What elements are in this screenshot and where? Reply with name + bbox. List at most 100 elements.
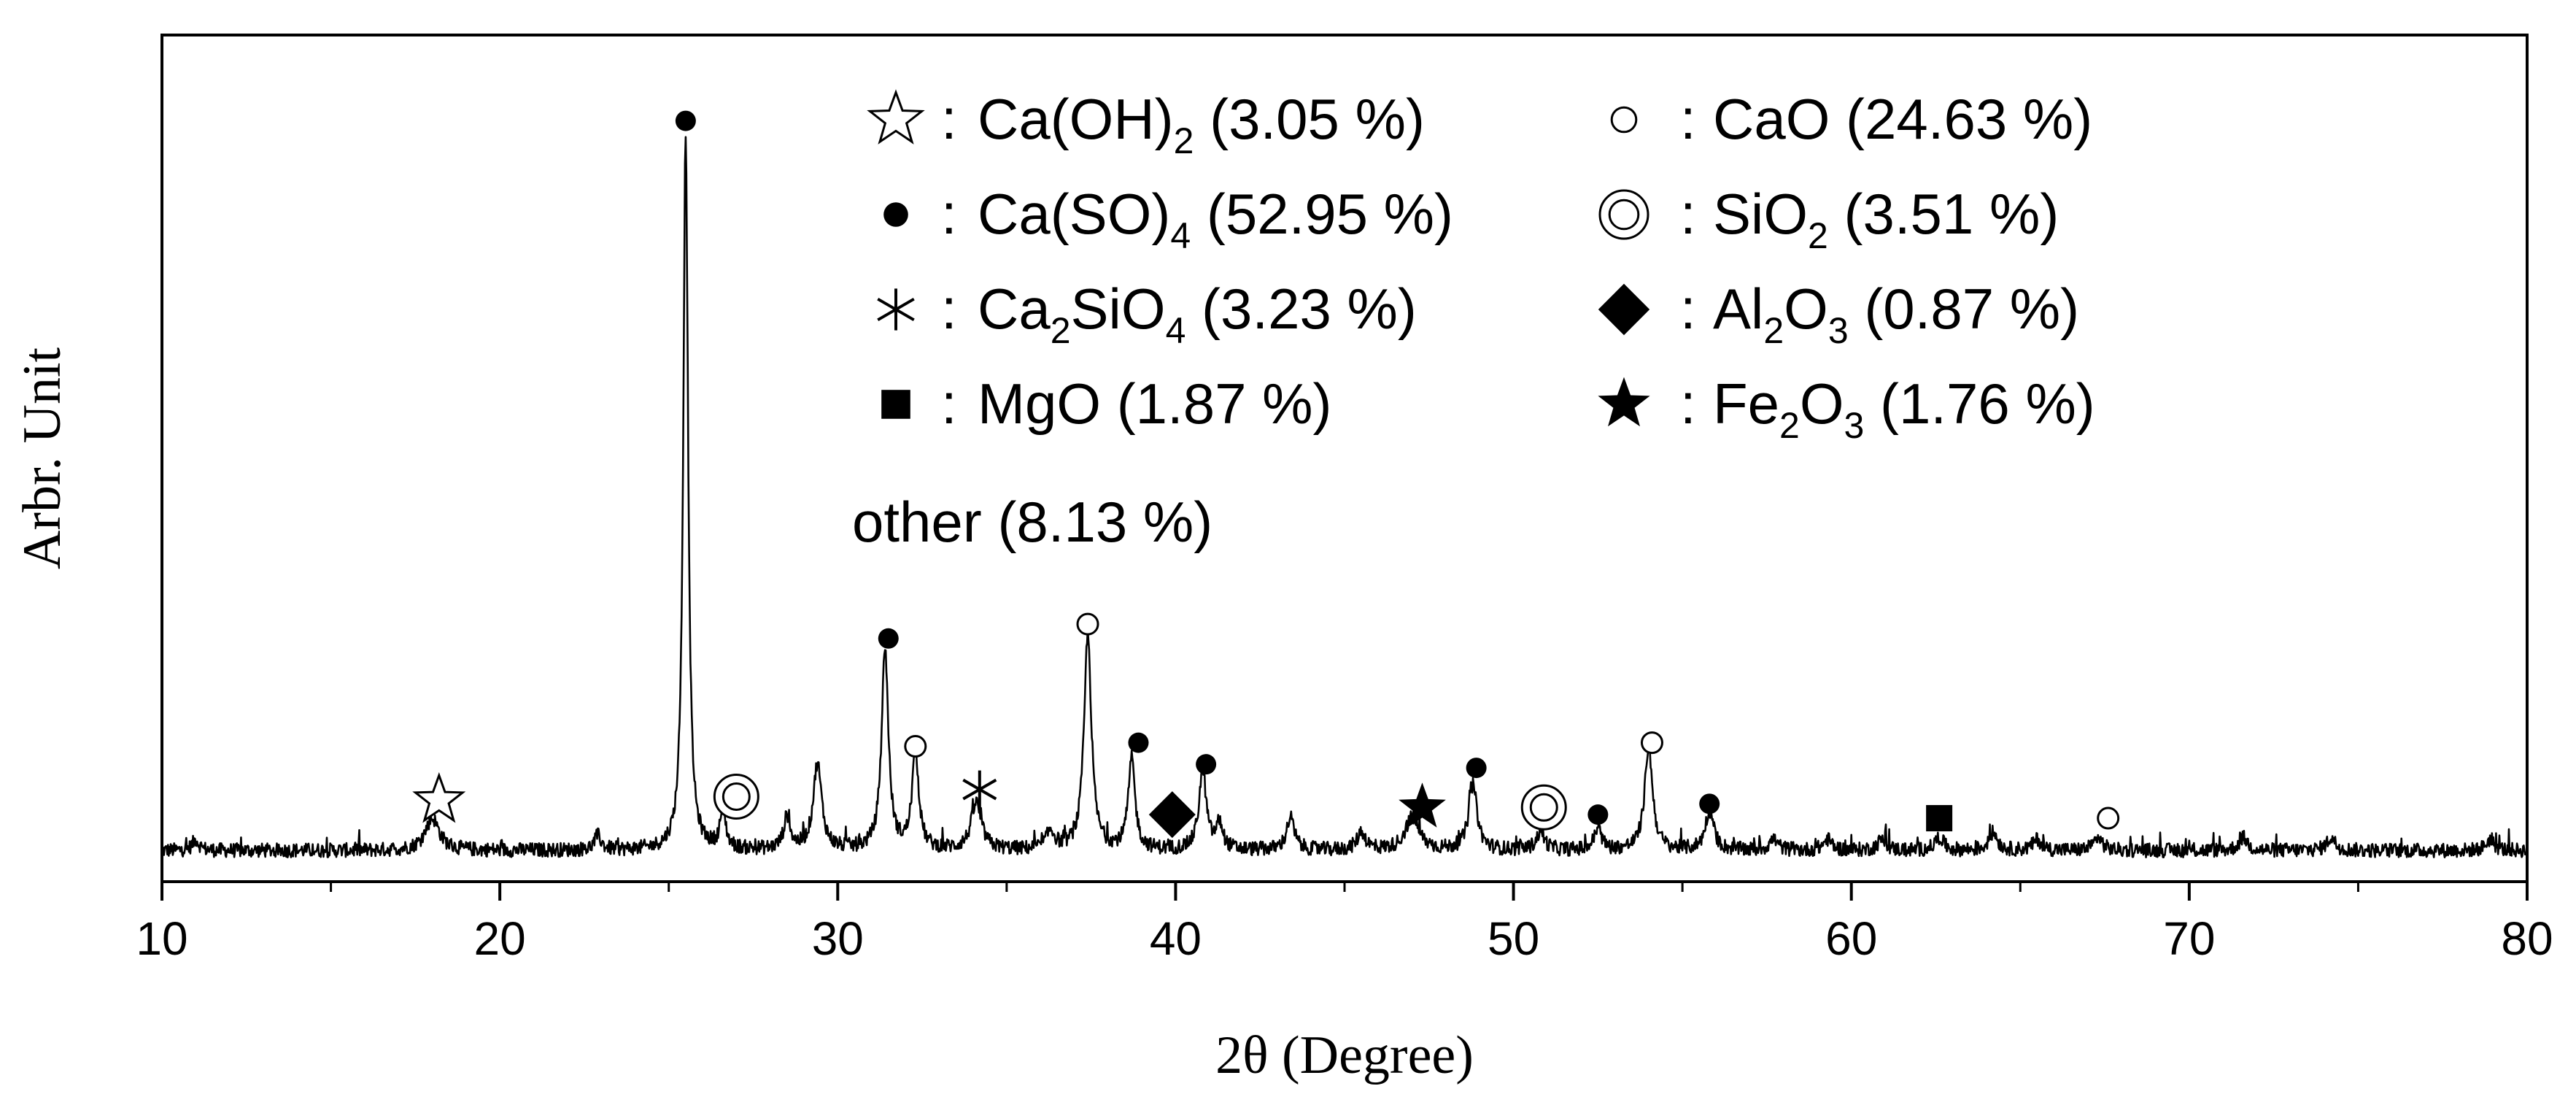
legend-label-subscript: 2 [1763,310,1784,351]
legend-label-subscript: 2 [1174,120,1194,161]
filled-circle-symbol [1196,754,1217,775]
open-circle-shape [904,735,927,758]
x-axis-ticks: 10 20 30 40 50 60 70 80 [136,882,2553,965]
double-circle-inner [1529,793,1558,822]
open-circle-symbol [2097,806,2120,830]
double-circle-symbol [1520,784,1567,831]
legend-label-subscript: 2 [1779,405,1800,446]
legend-label-part: CaO (24.63 %) [1713,87,2092,151]
filled-star-symbol [1598,377,1650,427]
filled-square-shape [881,390,910,419]
filled-circle-symbol [878,628,899,649]
filled-circle-shape [878,628,899,649]
filled-circle-symbol [1128,732,1149,753]
filled-diamond-shape [1148,791,1196,839]
legend-label-part: Fe [1713,371,1779,436]
open-star-symbol [412,772,466,823]
open-circle-symbol [904,735,927,758]
open-star-shape [867,89,925,145]
legend-separator: : [941,182,957,246]
legend-label: Fe2O3 (1.76 %) [1713,371,2095,446]
legend-entry: : SiO2 (3.51 %) [1598,182,2059,256]
legend-label-subscript: 3 [1828,310,1849,351]
filled-star-symbol [1399,782,1446,828]
x-axis-title: 2θ (Degree) [1215,1025,1474,1085]
asterisk-stroke [962,778,997,801]
filled-circle-shape [1128,732,1149,753]
legend-label-part: SiO [1071,277,1166,341]
legend-separator: : [941,87,957,151]
xrd-series-line [161,136,2529,858]
legend-entry: : Ca2SiO4 (3.23 %) [877,277,1417,351]
legend-separator: : [1680,277,1696,341]
legend-label-subscript: 4 [1166,310,1186,351]
filled-circle-symbol [1587,804,1609,825]
legend-label-part: (52.95 %) [1191,182,1453,246]
y-axis-title: Arbr. Unit [12,347,72,569]
double-circle-inner [1608,199,1640,231]
x-tick-label: 10 [136,912,187,965]
filled-square-shape [1926,805,1953,832]
legend-label-part: (1.76 %) [1864,371,2095,436]
x-tick-label: 20 [474,912,526,965]
double-circle-outer [1598,189,1649,240]
x-tick-label: 30 [812,912,864,965]
legend-label-subscript: 4 [1170,215,1191,256]
asterisk-stroke [877,297,915,322]
open-circle-shape [1076,612,1099,636]
legend-other-label: other (8.13 %) [852,490,1212,554]
legend-label-part: (0.87 %) [1849,277,2079,341]
filled-circle-symbol [1699,793,1720,815]
double-circle-symbol [713,774,759,820]
legend-entry: : Ca(OH)2 (3.05 %) [867,87,1425,161]
legend-label-part: (3.05 %) [1194,87,1424,151]
double-circle-outer [1520,784,1567,831]
filled-diamond-shape [1598,283,1650,336]
open-circle-shape [1610,106,1638,134]
double-circle-symbol [1598,189,1649,240]
x-tick-label: 50 [1488,912,1539,965]
legend-separator: : [941,371,957,436]
legend-separator: : [1680,182,1696,246]
x-tick-label: 40 [1150,912,1202,965]
series-layer [161,136,2529,858]
open-circle-symbol [1640,731,1663,755]
legend-label: Ca(OH)2 (3.05 %) [978,87,1425,161]
legend-label-part: Ca [978,277,1051,341]
filled-circle-symbol [883,202,908,227]
filled-square-symbol [1926,805,1953,832]
filled-star-shape [1598,377,1650,427]
filled-diamond-symbol [1598,283,1650,336]
double-circle-inner [722,782,751,811]
filled-square-symbol [881,390,910,419]
legend-separator: : [1680,371,1696,436]
filled-circle-symbol [1466,758,1487,779]
legend-label-part: Ca(SO) [978,182,1170,246]
legend-label: CaO (24.63 %) [1713,87,2092,151]
legend-label: Ca(SO)4 (52.95 %) [978,182,1453,256]
x-tick-label: 60 [1825,912,1877,965]
double-circle-outer [713,774,759,820]
legend-entry: : Ca(SO)4 (52.95 %) [883,182,1453,256]
legend-label: SiO2 (3.51 %) [1713,182,2059,256]
legend-entry: : MgO (1.87 %) [881,371,1331,436]
filled-diamond-symbol [1148,791,1196,839]
legend-label: Ca2SiO4 (3.23 %) [978,277,1417,351]
open-star-shape [412,772,466,823]
asterisk-symbol [962,770,997,809]
legend-label-part: O [1784,277,1828,341]
open-circle-shape [2097,806,2120,830]
legend-label-part: Ca(OH) [978,87,1174,151]
legend-separator: : [1680,87,1696,151]
legend: : Ca(OH)2 (3.05 %): CaO (24.63 %): Ca(SO)4 … [852,87,2095,554]
peak-markers-layer [412,110,2120,839]
legend-label-part: (3.23 %) [1185,277,1416,341]
filled-circle-shape [675,110,696,131]
filled-circle-symbol [675,110,696,131]
open-circle-symbol [1076,612,1099,636]
filled-circle-shape [1466,758,1487,779]
filled-circle-shape [1699,793,1720,815]
